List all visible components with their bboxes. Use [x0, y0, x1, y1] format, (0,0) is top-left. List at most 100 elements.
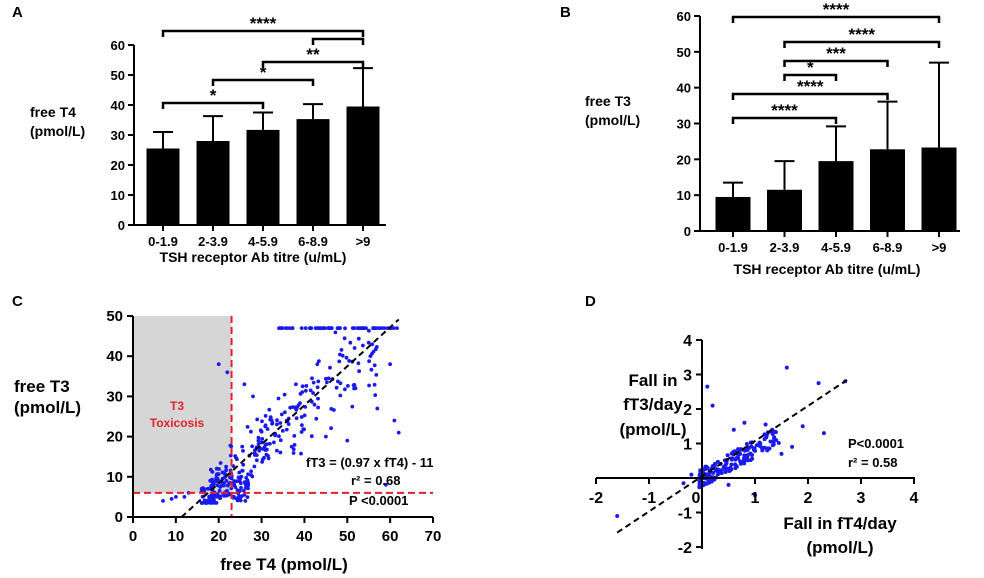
c-data-point	[298, 392, 303, 396]
c-xtick-label: 0	[129, 528, 137, 545]
c-data-point	[315, 362, 320, 367]
c-data-point	[356, 326, 361, 330]
d-data-point	[703, 466, 708, 471]
panel-b-significance-brackets: ********************	[731, 0, 941, 124]
d-data-point	[768, 439, 773, 444]
d-data-point	[734, 464, 739, 469]
d-data-point	[715, 459, 720, 464]
c-data-point	[313, 326, 318, 330]
panel-d-ylabel-line-1: Fall in	[628, 371, 677, 390]
c-data-point	[375, 406, 380, 411]
d-xtick-label: 1	[751, 490, 760, 507]
c-data-point	[236, 475, 241, 480]
c-data-point	[370, 342, 375, 347]
c-data-point	[356, 361, 361, 366]
c-data-point	[343, 387, 347, 392]
d-ytick-label: 1	[683, 437, 692, 454]
d-ytick-label: 4	[683, 333, 692, 350]
panel-d-x-ticks: -2 -1 0 1 2 3 4	[589, 478, 919, 507]
d-data-point	[724, 466, 729, 471]
c-ytick-label: 30	[106, 388, 123, 405]
c-data-point	[382, 326, 387, 330]
c-data-point	[275, 418, 279, 423]
c-data-point	[346, 384, 350, 388]
c-data-point	[311, 380, 316, 385]
c-data-point	[240, 469, 245, 473]
c-data-point	[246, 486, 250, 491]
d-data-point	[742, 420, 747, 425]
b-xtick-label: 2-3.9	[770, 240, 800, 255]
c-data-point	[218, 461, 223, 465]
panel-label-c: C	[12, 293, 23, 310]
c-data-point	[377, 326, 381, 330]
c-data-point	[224, 464, 229, 469]
panel-d-ylabel-line-3: (pmol/L)	[619, 420, 686, 439]
d-ytick-label: 2	[683, 402, 692, 419]
a-bracket	[211, 78, 315, 86]
c-data-point	[275, 448, 279, 453]
c-data-point	[278, 421, 283, 425]
panel-c-xlabel: free T4 (pmol/L)	[220, 555, 348, 574]
c-data-point	[343, 326, 347, 331]
d-data-point	[725, 453, 730, 458]
c-data-point	[200, 501, 205, 505]
c-data-point	[225, 370, 230, 375]
panel-label-a: A	[12, 4, 23, 21]
a-ytick-label: 20	[111, 158, 125, 173]
b-ytick-label: 50	[677, 45, 691, 60]
c-data-point	[265, 427, 270, 431]
d-data-point	[738, 461, 743, 466]
d-data-point	[751, 447, 756, 452]
c-ytick-label: 0	[115, 509, 123, 526]
d-data-point	[681, 481, 686, 486]
c-data-point	[215, 476, 220, 481]
b-ytick-label: 0	[684, 224, 691, 239]
c-data-point	[302, 413, 307, 418]
c-xtick-label: 70	[425, 528, 442, 545]
a-bracket	[261, 60, 365, 68]
c-data-point	[257, 448, 262, 453]
d-xtick-label: -2	[589, 490, 603, 507]
d-data-point	[724, 460, 729, 465]
c-data-point	[263, 423, 268, 428]
c-data-point	[239, 494, 244, 499]
c-data-point	[264, 442, 269, 446]
b-bar	[715, 196, 751, 231]
d-data-point	[728, 468, 733, 473]
b-significance-label: ***	[826, 44, 846, 63]
c-data-point	[210, 482, 215, 487]
d-data-point	[779, 451, 784, 456]
c-data-point	[254, 458, 259, 463]
c-data-point	[299, 451, 303, 456]
c-data-point	[352, 386, 356, 391]
a-ytick-label: 50	[111, 68, 125, 83]
c-data-point	[311, 391, 315, 395]
c-data-point	[303, 326, 308, 330]
b-bracket	[783, 59, 889, 67]
c-data-point	[250, 444, 255, 449]
d-data-point	[730, 456, 735, 461]
d-data-point	[717, 469, 722, 474]
b-bracket	[731, 116, 838, 124]
d-data-point	[821, 431, 826, 436]
c-data-point	[277, 434, 281, 439]
c-xtick-label: 30	[253, 528, 270, 545]
c-data-point	[350, 326, 355, 330]
c-data-point	[329, 426, 333, 431]
a-bar	[146, 148, 180, 225]
c-data-point	[364, 326, 368, 330]
c-data-point	[267, 407, 272, 412]
c-data-point	[242, 382, 247, 387]
a-ytick-label: 30	[111, 128, 125, 143]
d-xtick-label: 3	[857, 490, 866, 507]
d-data-point	[729, 462, 734, 467]
panel-c-y-ticks: 0 10 20 30 40 50	[106, 308, 133, 526]
d-xtick-label: -1	[642, 490, 656, 507]
c-data-point	[252, 451, 257, 455]
d-data-point	[771, 442, 776, 447]
panel-c-ylabel-line-2: (pmol/L)	[14, 398, 81, 417]
a-xtick-label: 0-1.9	[148, 234, 178, 249]
c-data-point	[372, 363, 377, 368]
panel-d-xlabel-line-1: Fall in fT4/day	[783, 514, 897, 533]
